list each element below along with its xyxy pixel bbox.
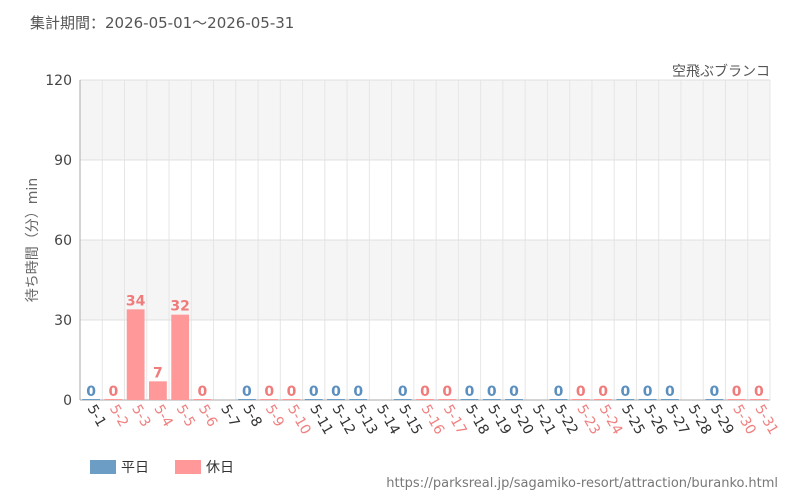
legend-label: 休日 [206, 460, 234, 476]
bar [549, 399, 568, 400]
x-tick-label: 5-9 [262, 402, 287, 430]
y-axis-label: 待ち時間（分）min [25, 178, 41, 302]
x-tick-label: 5-1 [84, 402, 109, 430]
bar [327, 399, 345, 400]
bar [660, 399, 679, 400]
bar [393, 399, 412, 400]
value-label: 0 [487, 384, 497, 400]
bar [705, 399, 724, 400]
x-tick-label: 5-6 [195, 402, 220, 430]
period: 集計期間：2026-05-01～2026-05-31 [30, 14, 294, 32]
x-tick-label: 5-4 [150, 402, 175, 430]
bar [638, 399, 657, 400]
x-tick-label: 5-3 [128, 402, 153, 430]
bar [505, 399, 523, 400]
value-label: 0 [353, 384, 363, 400]
chart-title: 空飛ぶブランコ [672, 63, 770, 80]
value-label: 0 [309, 384, 319, 400]
x-tick-label: 5-5 [173, 402, 198, 430]
legend-label: 平日 [121, 460, 149, 476]
bar [416, 399, 434, 400]
value-label: 0 [109, 384, 119, 400]
bar [349, 399, 368, 400]
y-tick-label: 60 [54, 233, 72, 249]
legend-swatch [175, 460, 201, 474]
bar [171, 314, 190, 400]
value-label: 0 [643, 384, 653, 400]
value-label: 0 [264, 384, 274, 400]
grid-band [80, 240, 770, 320]
y-tick-label: 30 [54, 313, 72, 329]
value-label: 0 [465, 384, 475, 400]
bar [126, 309, 145, 400]
value-label: 0 [509, 384, 519, 400]
value-label: 0 [287, 384, 297, 400]
bar [260, 399, 279, 400]
x-tick-label: 5-31 [751, 402, 781, 438]
value-label: 0 [665, 384, 675, 400]
bar [104, 399, 123, 400]
value-label: 32 [170, 299, 189, 315]
bar [304, 399, 323, 400]
value-label: 0 [576, 384, 586, 400]
y-tick-label: 120 [45, 73, 72, 89]
x-tick-label: 5-7 [217, 402, 242, 430]
value-label: 7 [153, 365, 163, 381]
bar [282, 399, 301, 400]
bar [727, 399, 746, 400]
value-label: 0 [442, 384, 452, 400]
bar [571, 399, 590, 400]
bar [193, 399, 212, 400]
value-label: 0 [554, 384, 564, 400]
y-tick-label: 90 [54, 153, 72, 169]
value-label: 0 [754, 384, 764, 400]
value-label: 0 [242, 384, 252, 400]
value-label: 0 [331, 384, 341, 400]
bar [460, 399, 479, 400]
value-label: 0 [709, 384, 719, 400]
bar [149, 381, 167, 400]
bar [616, 399, 635, 400]
legend-swatch [90, 460, 116, 474]
x-tick-label: 5-2 [106, 402, 131, 430]
bar [82, 399, 101, 400]
grid-band [80, 80, 770, 160]
value-label: 0 [420, 384, 430, 400]
bar [749, 399, 768, 400]
value-label: 34 [126, 293, 146, 309]
x-tick-label: 5-8 [239, 402, 264, 430]
bar [594, 399, 612, 400]
value-label: 0 [86, 384, 96, 400]
value-label: 0 [398, 384, 408, 400]
bar [482, 399, 501, 400]
bar [238, 399, 256, 400]
bar [438, 399, 457, 400]
value-label: 0 [732, 384, 742, 400]
value-label: 0 [620, 384, 630, 400]
source: https://parksreal.jp/sagamiko-resort/att… [386, 476, 778, 491]
y-tick-label: 0 [63, 393, 72, 409]
value-label: 0 [598, 384, 608, 400]
value-label: 0 [198, 384, 208, 400]
